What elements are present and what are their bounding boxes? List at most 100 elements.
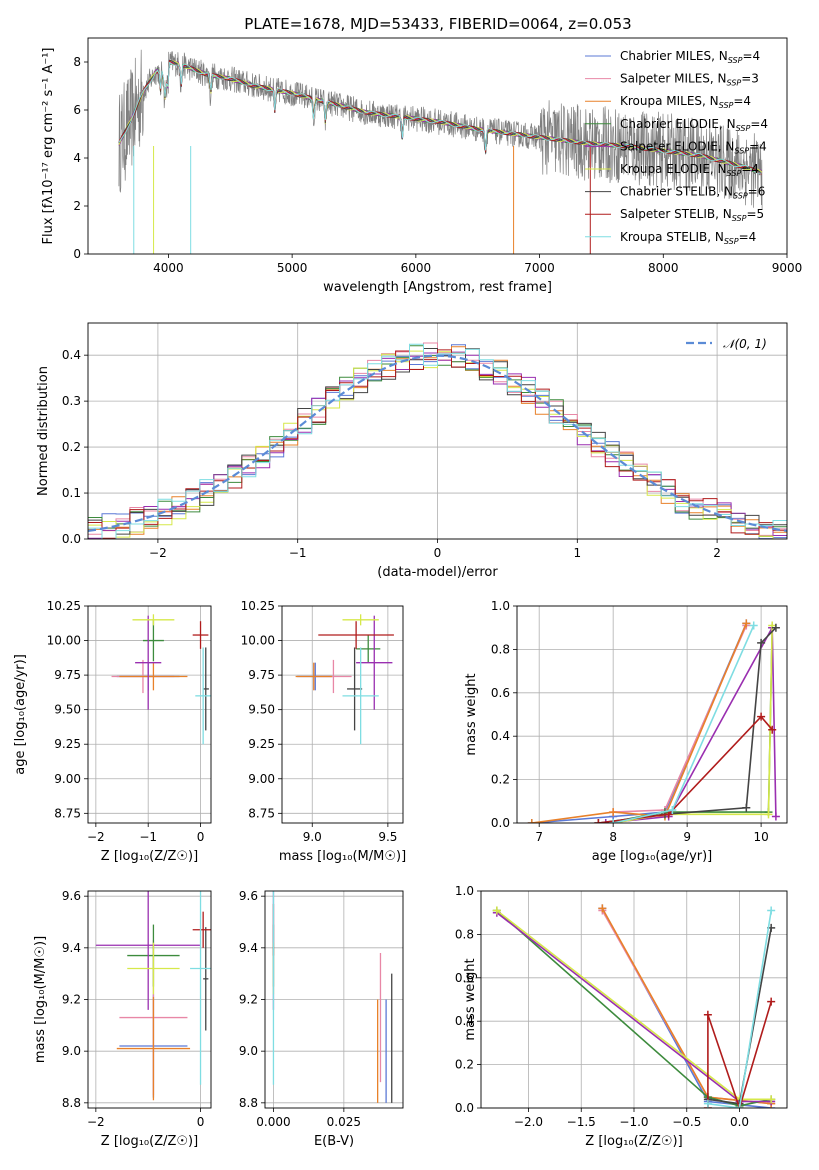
x-tick-label: 7000 [524,261,555,275]
y-tick-label: 0.2 [491,773,510,787]
legend-label-salpeter_stelib: Salpeter STELIB, NSSP=5 [620,207,764,223]
x-tick-label: 7 [535,830,543,844]
spectrum-legend: Chabrier MILES, NSSP=4 Salpeter MILES, NS… [585,49,768,246]
axes-mass_vs_Z: −2 0 8.8 9.0 9.2 9.4 9.6 Z [log₁₀(Z/Z☉)] mass [l… [33,889,211,1149]
y-tick-label: 1.0 [455,884,474,898]
axes-frame [87,890,212,1109]
y-axis-label: age [log₁₀(age/yr)] [13,654,28,775]
y-tick-label: 0.0 [491,816,510,830]
x-axis-label: age [log₁₀(age/yr)] [592,849,713,864]
model-line-kroupa_stelib [118,61,762,174]
x-axis-label: Z [log₁₀(Z/Z☉)] [101,849,198,864]
y-tick-label: 0.0 [62,532,81,546]
x-tick-label: 0.025 [327,1115,361,1129]
series-marker-salpeter_stelib [768,725,777,734]
legend-label-kroupa_elodie: Kroupa ELODIE, NSSP=4 [620,162,759,178]
x-tick-label: 10 [753,830,768,844]
y-tick-label: 9.50 [54,703,81,717]
y-axis-label: Normed distribution [36,366,51,496]
x-tick-label: 6000 [401,261,432,275]
y-tick-label: 6 [73,103,81,117]
y-tick-label: 9.4 [62,941,81,955]
series-marker-kroupa_miles [598,904,607,913]
x-tick-label: 0.0 [730,1115,749,1129]
y-axis-label: Flux [fλ10⁻¹⁷ erg cm⁻² s⁻¹ A⁻¹] [41,48,56,245]
y-tick-label: 9.2 [62,993,81,1007]
series-marker-kroupa_stelib [609,819,618,823]
series-marker-salpeter_stelib [767,997,776,1006]
series-marker-kroupa_miles [527,819,536,823]
axes-frame [87,37,788,255]
y-tick-label: 8 [73,55,81,69]
x-axis-label: wavelength [Angstrom, rest frame] [323,280,552,295]
y-axis-label: mass weight [463,958,478,1040]
x-axis-label: E(B-V) [314,1134,354,1149]
y-tick-label: 9.2 [239,993,258,1007]
x-tick-label: −2 [149,546,167,560]
y-tick-label: 8.75 [248,806,275,820]
x-tick-label: −2 [87,830,105,844]
y-tick-label: 9.75 [248,668,275,682]
age_vs_mass-points [295,614,394,745]
series-marker-kroupa_miles [609,808,618,817]
x-axis-label: Z [log₁₀(Z/Z☉)] [585,1134,682,1149]
series-marker-salpeter_stelib [664,810,673,819]
histogram-plot [88,342,787,539]
series-marker-kroupa_elodie [767,1095,776,1104]
series-line-kroupa_miles [531,623,748,823]
y-tick-label: 10.00 [241,634,275,648]
legend-label-salpeter_miles: Salpeter MILES, NSSP=3 [620,72,759,88]
spectrum-plot [118,49,763,254]
axes-frame [480,890,788,1109]
histogram-step-kroupa_stelib [88,343,787,539]
y-tick-label: 9.0 [62,1044,81,1058]
x-tick-label: 4000 [153,261,184,275]
series-line-salpeter_stelib [707,1001,772,1108]
y-axis-label: mass weight [464,673,479,755]
series-marker-kroupa_elodie [764,810,773,819]
y-tick-label: 9.6 [239,889,258,903]
series-marker-salpeter_stelib [594,819,603,823]
x-tick-label: 0 [197,1115,205,1129]
axes-frame [516,605,788,824]
axes-spectrum: 4000 5000 6000 7000 8000 9000 0 2 4 6 8 wavelength … [41,48,802,296]
y-tick-label: 10.25 [241,599,275,613]
x-tick-label: 8 [609,830,617,844]
series-marker-chabrier_stelib [757,638,766,647]
series-marker-salpeter_stelib [757,712,766,721]
y-tick-label: 0.8 [455,927,474,941]
y-tick-label: 0.0 [455,1101,474,1115]
x-tick-label: 5000 [277,261,308,275]
x-tick-label: 0 [434,546,442,560]
y-tick-label: 0.6 [455,971,474,985]
y-tick-label: 8.75 [54,806,81,820]
x-tick-label: −2.0 [514,1115,543,1129]
legend-label-kroupa_stelib: Kroupa STELIB, NSSP=4 [620,230,756,246]
y-tick-label: 9.0 [239,1044,258,1058]
y-tick-label: 4 [73,151,81,165]
x-axis-label: (data-model)/error [377,565,498,580]
y-tick-label: 0.2 [455,1058,474,1072]
series-marker-salpeter_elodie [771,812,780,821]
x-tick-label: −1 [139,830,157,844]
y-tick-label: 0.6 [491,686,510,700]
legend-label-kroupa_miles: Kroupa MILES, NSSP=4 [620,94,751,110]
x-axis-label: mass [log₁₀(M/M☉)] [279,849,406,864]
y-tick-label: 0.3 [62,394,81,408]
y-tick-label: 9.4 [239,941,258,955]
axes-frame [87,322,788,540]
normal-curve [88,354,787,532]
axes-mass_weight_vs_Z: −2.0 −1.5 −1.0 −0.5 0.0 0.0 0.2 0.4 0.6 0.8 1.0 Z [… [455,884,787,1149]
x-axis-label: Z [log₁₀(Z/Z☉)] [101,1134,198,1149]
series-marker-kroupa_stelib [668,805,677,814]
x-tick-label: −0.5 [672,1115,701,1129]
series-marker-salpeter_stelib [703,1010,712,1019]
x-tick-label: 9000 [772,261,803,275]
axes-frame [281,605,404,824]
figure-title: PLATE=1678, MJD=53433, FIBERID=0064, z=0… [244,15,631,33]
x-tick-label: 0.000 [256,1115,290,1129]
axes-age_vs_Z: −2 −1 0 8.75 9.00 9.25 9.50 9.75 10.00 10.25 Z [lo… [13,599,211,864]
x-tick-label: 8000 [648,261,679,275]
y-tick-label: 9.50 [248,703,275,717]
series-marker-kroupa_stelib [749,621,758,630]
